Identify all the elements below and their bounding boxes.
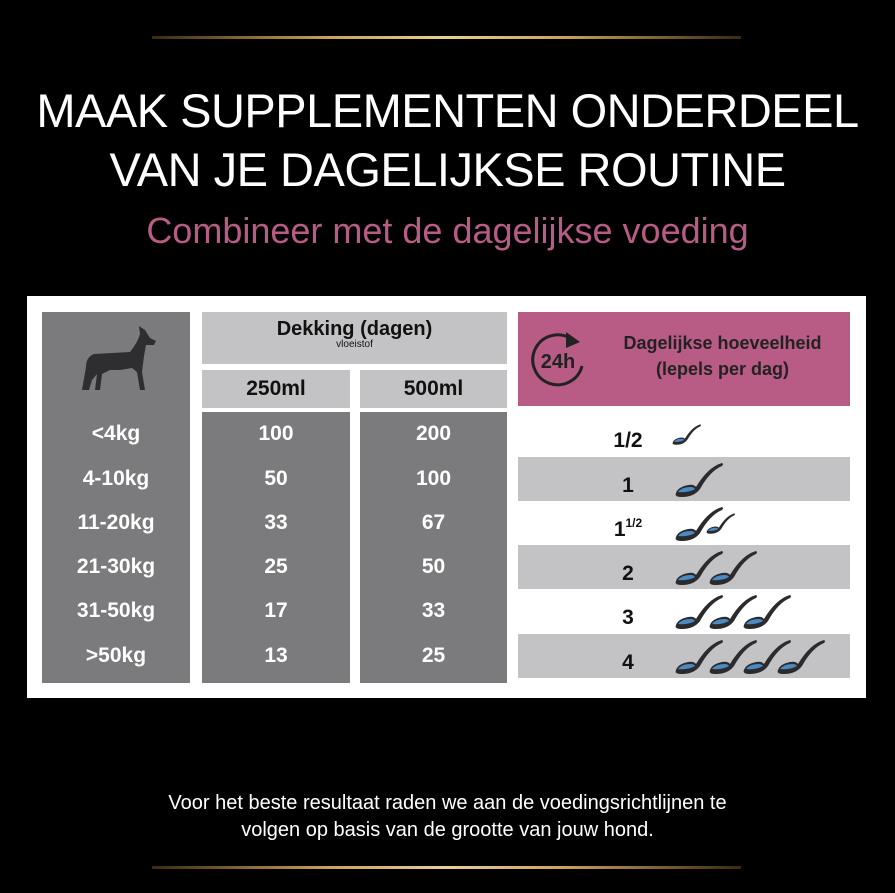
days-250ml: 50 [264,467,288,490]
spoons-graphic [675,551,757,585]
size-500ml-header: 500ml [360,370,507,408]
subtitle: Combineer met de dagelijkse voeding [146,210,749,251]
column-250ml: 100 50 33 25 17 13 [202,412,350,683]
footer-note: Voor het beste resultaat raden we aan de… [0,790,895,844]
coverage-header: Dekking (dagen) vloeistof [202,312,507,364]
weight-label: 4-10kg [82,467,150,490]
spoon-amount: 1 [622,474,634,497]
spoon-icon [777,640,825,674]
spoon-icon [709,640,757,674]
spoon-amount: 11/2 [613,516,643,541]
svg-text:24h: 24h [541,351,575,373]
spoons-graphic [675,640,825,674]
days-250ml: 100 [258,422,294,445]
title-line-1: MAAK SUPPLEMENTEN ONDERDEEL [36,84,859,137]
weight-label: 21-30kg [76,555,156,578]
weight-label: >50kg [85,644,147,667]
spoon-icon [675,507,723,541]
weight-label: 31-50kg [76,599,156,622]
days-500ml: 100 [415,467,452,490]
spoon-amount: 1/2 [613,429,643,452]
spoon-row: 11/2 [518,501,850,545]
spoon-row: 2 [518,545,850,589]
days-250ml: 13 [264,644,288,667]
dog-icon [82,326,156,390]
spoons-graphic [675,595,791,629]
column-500ml: 200 100 67 50 33 25 [360,412,507,683]
24h-clock-icon: 24h [531,332,584,387]
daily-amount-title: Dagelijkse hoeveelheid [623,333,822,353]
spoons-graphic [675,507,735,541]
spoon-icon [706,513,735,534]
footer-line-2: volgen op basis van de grootte van jouw … [241,819,654,841]
days-500ml: 25 [421,644,446,667]
spoon-amount: 2 [622,562,634,585]
spoon-icon [675,463,723,497]
days-500ml: 50 [421,555,446,578]
spoons-graphic [672,424,701,445]
coverage-subtitle: vloeistof [336,339,373,350]
days-500ml: 33 [421,599,446,622]
weight-label: 11-20kg [77,511,155,534]
spoon-amount: 3 [622,606,634,629]
spoon-icon [675,595,723,629]
spoon-icon [672,424,701,445]
days-250ml: 25 [264,555,288,578]
spoon-row: 1 [518,457,850,501]
spoon-icon [709,595,757,629]
spoon-icon [743,640,791,674]
spoon-icon [675,551,723,585]
top-gold-divider [152,36,741,39]
dosage-table: <4kg 4-10kg 11-20kg 21-30kg 31-50kg >50kg Dek… [27,296,866,698]
spoon-row: 4 [518,634,850,678]
days-500ml: 67 [421,511,446,534]
spoon-icon [743,595,791,629]
weight-label: <4kg [91,422,141,445]
footer-line-1: Voor het beste resultaat raden we aan de… [168,792,727,814]
spoon-amount: 4 [622,651,634,674]
spoon-row: 1/2 [518,412,850,456]
title-line-2: VAN JE DAGELIJKSE ROUTINE [109,143,786,196]
coverage-title: Dekking (dagen) [276,318,433,340]
spoon-row: 3 [518,589,850,633]
spoon-icon [709,551,757,585]
bottom-gold-divider [152,866,741,869]
size-250ml-header: 250ml [202,370,350,408]
daily-amount-header: 24h Dagelijkse hoeveelheid (lepels per da… [518,312,850,406]
daily-amount-subtitle: (lepels per dag) [655,359,790,379]
spoon-icon [675,640,723,674]
days-500ml: 200 [415,422,452,445]
spoons-graphic [675,463,723,497]
weight-column: <4kg 4-10kg 11-20kg 21-30kg 31-50kg >50kg [42,312,190,683]
days-250ml: 17 [264,599,288,622]
days-250ml: 33 [264,511,288,534]
